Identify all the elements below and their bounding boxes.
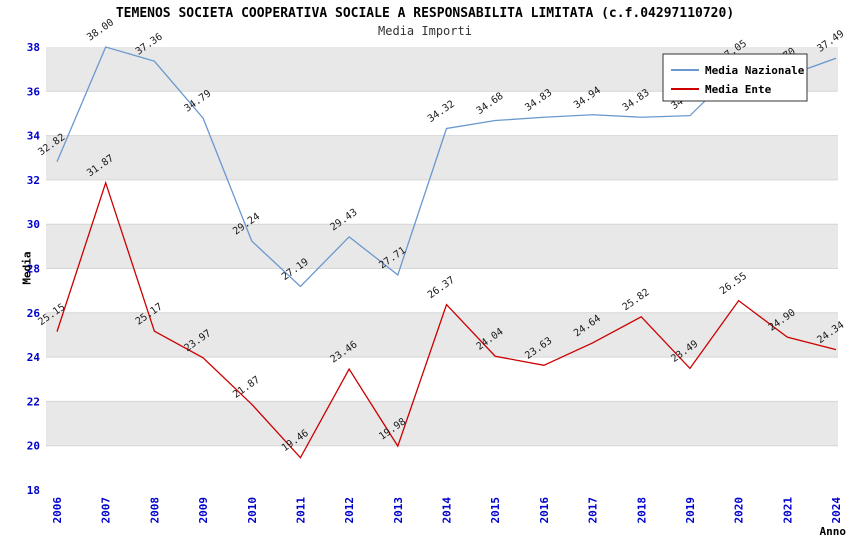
x-axis-ticks: 2006 2007 2008 2009 2010 2011 2012 2013 2014 2015… — [51, 497, 843, 524]
x-tick-2016: 2016 — [538, 497, 551, 524]
x-tick-2012: 2012 — [343, 497, 356, 524]
y-tick-18: 18 — [27, 484, 40, 497]
legend-label-media-nazionale: Media Nazionale — [705, 64, 805, 77]
x-tick-2018: 2018 — [635, 497, 648, 524]
x-tick-2014: 2014 — [441, 497, 454, 524]
x-tick-2008: 2008 — [148, 497, 161, 524]
x-tick-2013: 2013 — [392, 497, 405, 524]
plot-bands — [46, 47, 838, 490]
legend-item-media-ente: Media Ente — [671, 83, 772, 96]
series-line-media-ente — [56, 180, 837, 459]
x-tick-2011: 2011 — [294, 497, 307, 524]
legend-label-media-ente: Media Ente — [705, 83, 772, 96]
y-tick-36: 36 — [27, 85, 41, 98]
x-tick-2019: 2019 — [684, 497, 697, 524]
x-tick-2015: 2015 — [489, 497, 502, 524]
chart-subtitle: Media Importi — [378, 24, 472, 38]
y-tick-20: 20 — [27, 440, 40, 453]
x-tick-2021: 2021 — [781, 497, 794, 524]
x-axis-label: Anno — [819, 525, 847, 538]
y-tick-28: 28 — [27, 263, 40, 276]
y-tick-32: 32 — [27, 174, 40, 187]
x-tick-2020: 2020 — [733, 497, 746, 524]
y-tick-22: 22 — [27, 395, 40, 408]
legend: Media Nazionale Media Ente — [662, 53, 808, 102]
y-tick-34: 34 — [27, 130, 41, 143]
y-tick-24: 24 — [27, 351, 41, 364]
x-tick-2006: 2006 — [51, 497, 64, 524]
y-tick-30: 30 — [27, 218, 40, 231]
y-axis-ticks: 18 20 22 24 26 28 30 32 34 36 38 — [27, 41, 41, 497]
x-tick-2010: 2010 — [246, 497, 259, 524]
y-tick-26: 26 — [27, 307, 41, 320]
chart-title: TEMENOS SOCIETA COOPERATIVA SOCIALE A RE… — [115, 6, 735, 21]
y-axis-label: Media — [20, 251, 34, 285]
x-tick-2009: 2009 — [197, 497, 210, 524]
y-tick-38: 38 — [27, 41, 40, 54]
x-tick-2017: 2017 — [587, 497, 600, 524]
x-tick-2007: 2007 — [100, 497, 113, 524]
x-tick-2024: 2024 — [830, 497, 843, 524]
legend-item-media-nazionale: Media Nazionale — [671, 64, 805, 77]
